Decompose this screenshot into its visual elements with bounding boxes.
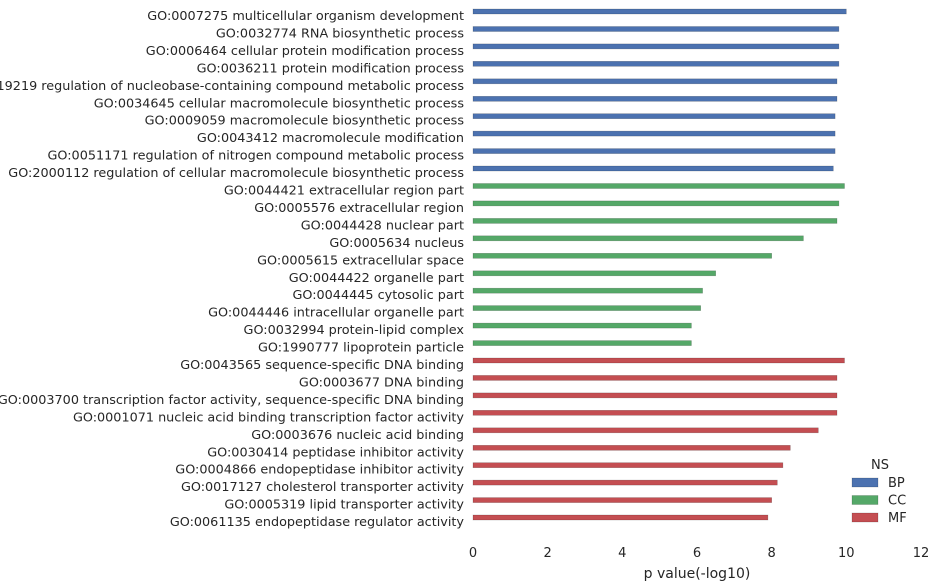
bar-bp	[472, 96, 838, 102]
category-label: GO:0044445 cytosolic part	[292, 288, 464, 303]
category-label: GO:0009059 macromolecule biosynthetic pr…	[145, 114, 465, 129]
x-tick-label: 12	[913, 546, 930, 561]
bar-bp	[472, 8, 847, 15]
bar-cc	[472, 287, 703, 294]
category-label: GO:0001071 nucleic acid binding transcri…	[73, 410, 464, 425]
bar-cc	[472, 218, 838, 224]
legend-swatch	[851, 477, 879, 488]
legend-title: NS	[871, 458, 889, 473]
bar-cc	[472, 200, 840, 207]
x-axis-ticks: 0 2 4 6 8 10 12	[469, 546, 929, 561]
category-label: GO:0044446 intracellular organelle part	[208, 306, 464, 321]
bar-mf	[472, 479, 778, 486]
x-tick-label: 6	[693, 546, 701, 561]
x-axis-label: p value(-log10)	[644, 566, 751, 582]
bar-bp	[472, 113, 836, 119]
bar-mf	[472, 409, 838, 416]
legend-swatch	[851, 512, 879, 523]
category-label: GO:0044421 extracellular region part	[224, 184, 464, 199]
category-label: GO:2000112 regulation of cellular macrom…	[8, 166, 464, 181]
bar-mf	[472, 392, 838, 399]
bar-mf	[472, 427, 819, 434]
category-label: GO:0004866 endopeptidase inhibitor activ…	[175, 463, 464, 478]
category-label: GO:1990777 lipoprotein particle	[258, 341, 464, 356]
legend-label: MF	[888, 511, 907, 526]
bar-mf	[472, 497, 773, 503]
bar-mf	[472, 462, 784, 469]
category-label: GO:0044428 nuclear part	[301, 218, 464, 233]
category-label: GO:0017127 cholesterol transporter activ…	[181, 480, 464, 495]
bar-bp	[472, 60, 840, 67]
legend: NS BP CC MF	[851, 458, 907, 526]
legend-swatch	[851, 495, 879, 505]
category-label: GO:0030414 peptidase inhibitor activity	[207, 445, 464, 460]
bar-cc	[472, 322, 692, 329]
bar-cc	[472, 305, 701, 311]
legend-label: BP	[888, 476, 905, 491]
bar-mf	[472, 375, 838, 381]
category-label: GO:0036211 protein modification process	[197, 61, 465, 76]
category-label: GO:0003677 DNA binding	[299, 375, 464, 390]
bar-cc	[472, 253, 773, 259]
x-tick-label: 4	[618, 546, 626, 561]
bar-mf	[472, 357, 845, 364]
category-label: GO:0005319 lipid transporter activity	[224, 498, 464, 513]
category-label: GO:0005576 extracellular region	[254, 201, 464, 216]
bar-bp	[472, 165, 834, 172]
bars-layer	[472, 8, 847, 521]
bar-bp	[472, 78, 838, 85]
legend-items: BP CC MF	[851, 476, 907, 526]
category-label: GO:0005634 nucleus	[329, 236, 464, 251]
x-tick-label: 2	[544, 546, 552, 561]
legend-label: CC	[888, 494, 906, 509]
bar-cc	[472, 183, 845, 189]
bar-mf	[472, 514, 769, 521]
category-label: GO:0032774 RNA biosynthetic process	[216, 27, 464, 42]
bar-cc	[472, 340, 692, 346]
bar-bp	[472, 130, 836, 137]
category-label: GO:0043565 sequence-specific DNA binding	[180, 358, 464, 373]
category-label: GO:0019219 regulation of nucleobase-cont…	[0, 79, 464, 94]
category-label: GO:0005615 extracellular space	[257, 253, 464, 268]
category-label: GO:0003700 transcription factor activity…	[0, 393, 464, 408]
bar-bp	[472, 26, 840, 32]
category-label: GO:0044422 organelle part	[289, 271, 464, 286]
category-label: GO:0003676 nucleic acid binding	[251, 428, 464, 443]
bar-cc	[472, 235, 804, 242]
x-tick-label: 8	[768, 546, 776, 561]
category-labels: GO:0007275 multicellular organism develo…	[0, 9, 464, 530]
category-label: GO:0032994 protein-lipid complex	[244, 323, 465, 338]
category-label: GO:0034645 cellular macromolecule biosyn…	[94, 96, 465, 111]
bar-mf	[472, 444, 791, 451]
category-label: GO:0051171 regulation of nitrogen compou…	[47, 149, 464, 164]
category-label: GO:0007275 multicellular organism develo…	[147, 9, 464, 24]
category-label: GO:0061135 endopeptidase regulator activ…	[170, 515, 465, 530]
bar-bp	[472, 43, 840, 50]
bar-cc	[472, 270, 716, 277]
bar-bp	[472, 148, 836, 154]
x-tick-label: 0	[469, 546, 477, 561]
category-label: GO:0043412 macromolecule modification	[197, 131, 464, 146]
x-tick-label: 10	[838, 546, 855, 561]
category-label: GO:0006464 cellular protein modification…	[146, 44, 465, 59]
